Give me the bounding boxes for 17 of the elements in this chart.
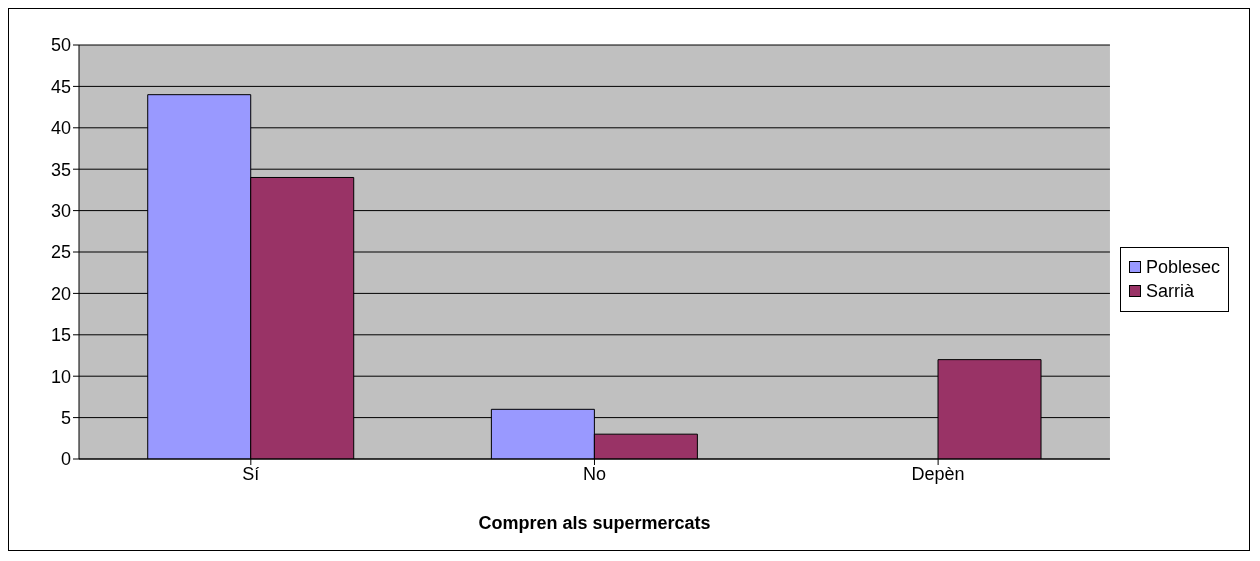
y-tick-label: 50 [50,35,71,56]
y-tick-label: 0 [60,449,71,470]
y-tick-label: 35 [50,159,71,180]
x-tick-label: Depèn [911,463,965,484]
y-tick-label: 25 [50,242,71,263]
y-tick-label: 40 [50,118,71,139]
x-tick-label: Sí [242,463,260,484]
legend-label: Poblesec [1145,256,1220,278]
y-tick-label: 10 [50,366,71,387]
x-tick-label: No [582,463,606,484]
y-tick-label: 30 [50,200,71,221]
legend-label: Sarrià [1145,280,1194,302]
y-tick-label: 20 [50,283,71,304]
y-tick-label: 15 [50,325,71,346]
y-tick-label: 45 [50,76,71,97]
y-tick-label: 5 [60,407,71,428]
x-axis-title: Compren als supermercats [478,513,711,533]
